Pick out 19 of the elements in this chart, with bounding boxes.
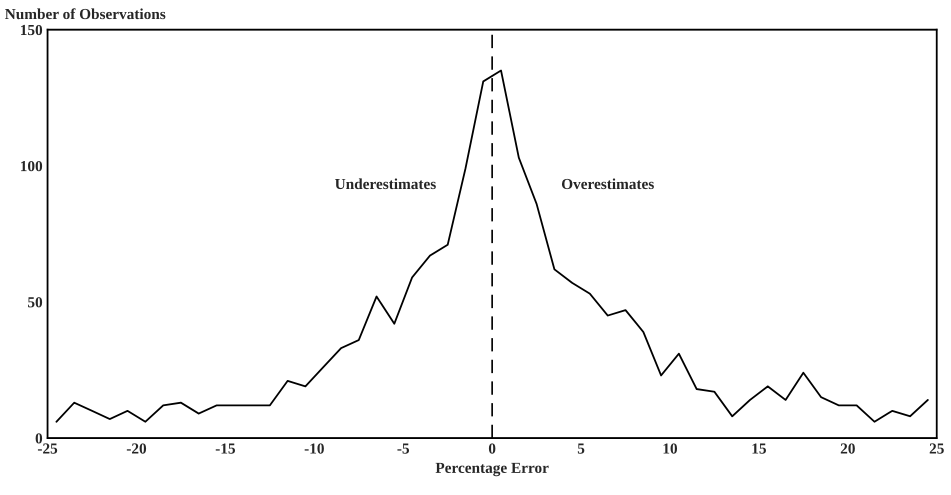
x-tick-label: 5 xyxy=(578,444,584,454)
y-axis-title: Number of Observations xyxy=(5,8,166,20)
y-tick-label: 0 xyxy=(36,433,42,444)
x-tick-label: 25 xyxy=(930,443,944,454)
x-tick-label: 10 xyxy=(664,443,678,454)
x-tick-label: -10 xyxy=(304,443,324,454)
x-tick-label: -20 xyxy=(126,443,146,454)
x-tick-label: 15 xyxy=(752,443,766,454)
y-tick-label: 100 xyxy=(20,160,42,172)
y-tick-label: 150 xyxy=(20,24,42,36)
x-tick-label: -5 xyxy=(397,444,410,454)
y-tick-label: 50 xyxy=(28,297,42,308)
x-axis-title: Percentage Error xyxy=(436,462,549,476)
x-tick-label: 0 xyxy=(488,443,496,454)
x-tick-label: -25 xyxy=(38,443,58,454)
x-tick-label: 20 xyxy=(840,443,855,454)
annotation: Underestimates xyxy=(335,178,436,190)
x-tick-label: -15 xyxy=(216,443,236,454)
annotation: Overestimates xyxy=(562,178,654,190)
